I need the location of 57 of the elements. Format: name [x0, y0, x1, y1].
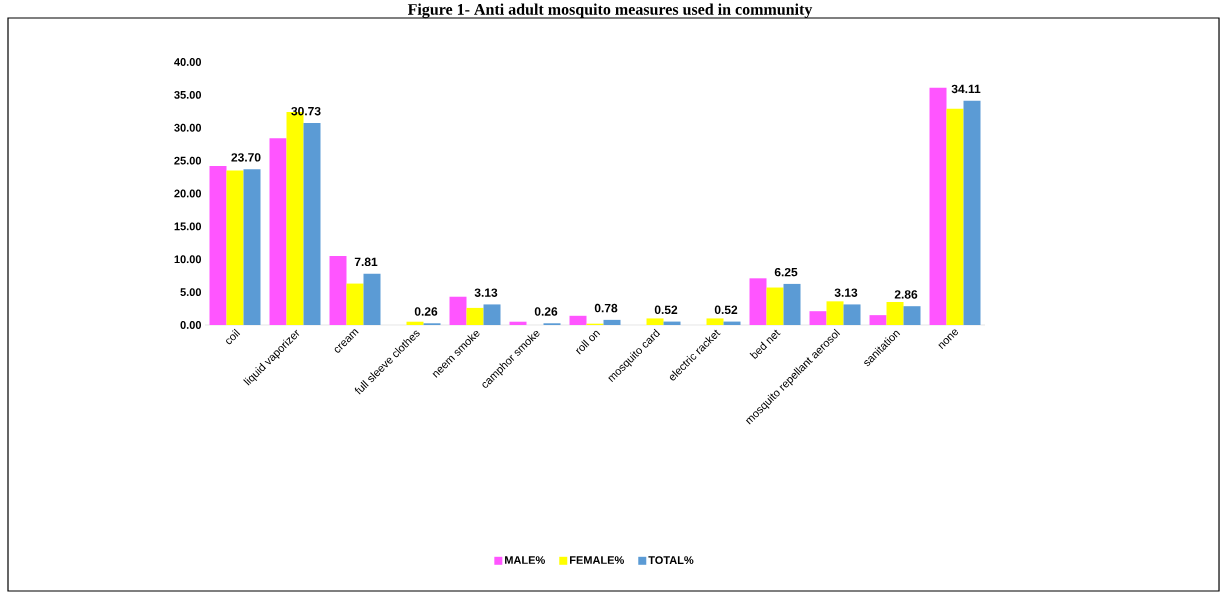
bar: [226, 170, 244, 325]
bar: [869, 315, 887, 325]
legend-label: FEMALE%: [570, 556, 624, 564]
legend-label: MALE%: [505, 556, 545, 564]
data-label: 0.52: [714, 305, 738, 315]
chart-title: Figure 1- Anti adult mosquito measures used in community: [407, 3, 813, 19]
x-tick-label: coil: [226, 328, 241, 345]
bar: [903, 306, 921, 325]
data-label: 7.81: [354, 257, 378, 267]
y-tick-label: 15.00: [174, 222, 202, 231]
y-tick-label: 20.00: [174, 189, 202, 198]
bar: [886, 301, 904, 325]
bar: [603, 319, 621, 325]
bar: [826, 301, 844, 325]
bar: [406, 321, 424, 325]
data-label: 34.11: [951, 84, 981, 94]
data-label: 0.78: [594, 303, 618, 313]
y-tick-label: 10.00: [174, 255, 202, 264]
data-label: 2.86: [894, 290, 918, 299]
y-tick-label: 25.00: [174, 156, 202, 165]
bar: [269, 138, 287, 325]
data-label: 30.73: [291, 106, 321, 116]
data-label: 23.70: [231, 153, 261, 162]
bar: [466, 307, 484, 325]
bar: [766, 287, 784, 325]
data-label: 0.52: [654, 305, 678, 315]
x-tick-label: roll on: [575, 330, 601, 355]
bar: [346, 283, 364, 325]
bar: [929, 87, 947, 325]
bar: [809, 311, 827, 325]
bar: [963, 100, 981, 325]
y-tick-label: 35.00: [174, 90, 202, 99]
data-label: 3.13: [834, 288, 858, 297]
bar: [243, 169, 261, 325]
bar: [946, 108, 964, 325]
y-tick-label: 40.00: [174, 58, 202, 66]
bar: [706, 318, 724, 325]
bar: [329, 255, 347, 325]
bar: [569, 315, 587, 325]
bar: [483, 304, 501, 325]
y-tick-label: 5.00: [180, 288, 202, 297]
bar: [509, 321, 527, 325]
data-label: 0.26: [534, 307, 558, 316]
bar: [303, 122, 321, 325]
y-tick-label: 30.00: [174, 123, 202, 132]
data-label: 6.25: [774, 267, 798, 277]
data-label: 3.13: [474, 288, 498, 297]
bar: [646, 318, 664, 325]
bar: [783, 283, 801, 325]
bar: [843, 304, 861, 325]
bar: [749, 278, 767, 325]
bar: [363, 273, 381, 325]
bar: [209, 165, 227, 325]
bar: [449, 296, 467, 325]
y-tick-label: 0.00: [180, 321, 202, 329]
data-label: 0.26: [414, 307, 438, 316]
legend-label: TOTAL%: [648, 556, 694, 564]
